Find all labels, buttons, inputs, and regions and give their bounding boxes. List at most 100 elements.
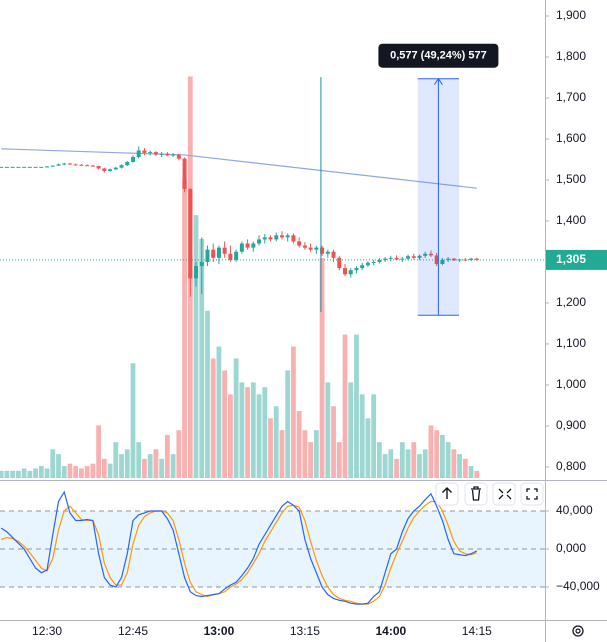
volume-bar bbox=[101, 458, 107, 478]
candle-body bbox=[394, 257, 399, 260]
volume-bar bbox=[193, 215, 199, 478]
candle-body bbox=[194, 266, 199, 279]
candle-body bbox=[239, 243, 244, 252]
oscillator-line bbox=[1, 500, 477, 605]
volume-bar bbox=[136, 442, 142, 478]
volume-bar bbox=[199, 239, 205, 478]
candle-body bbox=[33, 166, 38, 168]
volume-bar bbox=[228, 394, 233, 478]
candle-body bbox=[205, 249, 210, 262]
volume-bar bbox=[354, 334, 359, 478]
candle-body bbox=[234, 251, 239, 260]
candle-body bbox=[383, 258, 388, 260]
maximize-button[interactable] bbox=[520, 482, 544, 506]
y-tick-label: −40,000 bbox=[556, 579, 600, 593]
candle-body bbox=[331, 251, 336, 258]
candle-body bbox=[348, 270, 353, 275]
candle-body bbox=[45, 166, 50, 168]
volume-bar bbox=[348, 382, 354, 478]
volume-bar bbox=[44, 468, 50, 478]
candle-body bbox=[474, 258, 479, 260]
candle-body bbox=[314, 247, 319, 250]
candle-body bbox=[411, 256, 416, 258]
volume-bar bbox=[210, 358, 216, 478]
candle-body bbox=[291, 235, 296, 242]
volume-bar bbox=[405, 449, 411, 478]
volume-bar bbox=[159, 458, 165, 478]
candle-body bbox=[113, 167, 118, 170]
candle-body bbox=[360, 265, 365, 269]
volume-bar bbox=[382, 454, 388, 478]
candle-body bbox=[96, 166, 101, 169]
candle-body bbox=[302, 245, 307, 248]
y-tick-label: 1,200 bbox=[556, 295, 586, 309]
volume-bar bbox=[164, 434, 170, 478]
volume-bar bbox=[256, 394, 262, 478]
volume-bar bbox=[291, 346, 296, 478]
x-tick-label: 13:00 bbox=[204, 624, 235, 638]
volume-bar bbox=[313, 430, 319, 478]
candle-body bbox=[400, 258, 405, 260]
candle-body bbox=[85, 165, 90, 167]
candle-body bbox=[228, 253, 233, 260]
volume-bar bbox=[38, 466, 44, 478]
candle-body bbox=[457, 259, 462, 261]
volume-bar bbox=[130, 363, 136, 478]
candle-body bbox=[308, 247, 313, 250]
volume-bar bbox=[73, 466, 79, 478]
y-tick-label: 1,400 bbox=[556, 213, 586, 227]
measure-arrow bbox=[433, 77, 443, 316]
candle-body bbox=[16, 166, 21, 168]
volume-bar bbox=[170, 454, 176, 478]
candle-body bbox=[182, 158, 187, 189]
candle-body bbox=[211, 249, 216, 258]
candle-body bbox=[406, 256, 411, 259]
move-up-button[interactable] bbox=[435, 482, 459, 506]
volume-bar bbox=[142, 458, 147, 478]
moving-average-line bbox=[1, 148, 477, 189]
volume-bar bbox=[308, 442, 314, 478]
y-tick-label: 1,700 bbox=[556, 90, 586, 104]
y-tick-label: 40,000 bbox=[556, 503, 593, 517]
candle-body bbox=[0, 166, 4, 168]
volume-bar bbox=[394, 458, 399, 478]
candle-body bbox=[388, 257, 393, 259]
volume-bar bbox=[302, 430, 308, 478]
candle-body bbox=[56, 164, 61, 166]
y-tick-label: 0,000 bbox=[556, 541, 586, 555]
volume-bar bbox=[61, 466, 67, 478]
candle-body bbox=[153, 152, 158, 155]
last-price-label: 1,305 bbox=[556, 252, 586, 266]
volume-bar bbox=[21, 468, 27, 478]
candle-body bbox=[22, 166, 27, 168]
candle-body bbox=[130, 157, 135, 162]
y-tick-label: 0,900 bbox=[556, 418, 586, 432]
volume-bar bbox=[462, 458, 468, 478]
settings-button[interactable] bbox=[572, 625, 584, 637]
candle-body bbox=[262, 237, 267, 240]
candle-body bbox=[136, 150, 141, 158]
candle-body bbox=[469, 258, 474, 260]
volume-bar bbox=[434, 430, 440, 478]
volume-bar bbox=[27, 470, 33, 478]
candle-body bbox=[4, 166, 9, 168]
volume-bar bbox=[451, 449, 457, 478]
candle-body bbox=[79, 164, 84, 166]
candle-body bbox=[325, 251, 330, 254]
candle-body bbox=[62, 163, 67, 165]
collapse-button[interactable] bbox=[492, 482, 516, 506]
candle-body bbox=[274, 235, 279, 240]
volume-bar bbox=[285, 370, 291, 478]
candle-body bbox=[148, 152, 153, 154]
volume-bar bbox=[411, 442, 417, 478]
candle-body bbox=[171, 154, 176, 156]
candle-body bbox=[354, 268, 359, 271]
volume-bar bbox=[457, 454, 462, 478]
y-tick-label: 1,100 bbox=[556, 336, 586, 350]
candle-body bbox=[199, 261, 204, 267]
delete-button[interactable] bbox=[464, 482, 488, 506]
candle-body bbox=[423, 253, 428, 256]
candle-body bbox=[251, 243, 256, 248]
candle-body bbox=[39, 166, 44, 168]
volume-bar bbox=[250, 382, 256, 478]
